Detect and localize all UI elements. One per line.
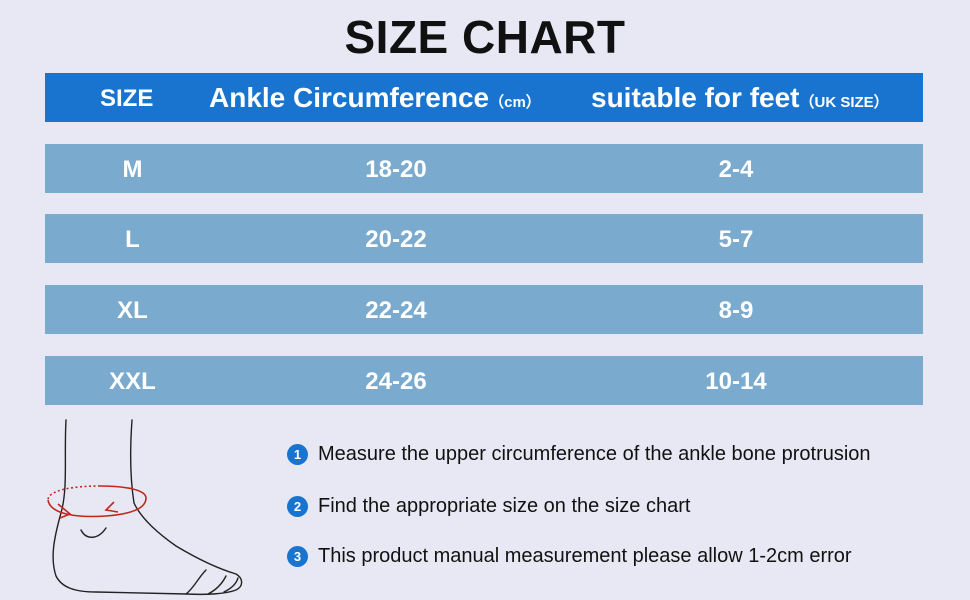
row-ankle: 18-20 bbox=[365, 156, 427, 183]
row-size: L bbox=[125, 226, 140, 253]
step-text: Measure the upper circumference of the a… bbox=[318, 443, 871, 465]
foot-ankle-bump bbox=[80, 527, 107, 538]
row-ankle: 20-22 bbox=[365, 226, 427, 253]
step-number-icon: 2 bbox=[287, 496, 308, 517]
toe-3 bbox=[223, 577, 239, 593]
row-ankle: 24-26 bbox=[365, 368, 427, 395]
header-ankle-circumference: Ankle Circumference（cm） bbox=[209, 82, 541, 114]
row-ankle: 22-24 bbox=[365, 297, 427, 324]
page-title: SIZE CHART bbox=[344, 11, 626, 63]
measure-line-back bbox=[47, 485, 101, 501]
foot-back-outline bbox=[52, 419, 243, 596]
row-feet: 8-9 bbox=[718, 297, 754, 324]
toe-1 bbox=[185, 569, 207, 595]
table-row: XXL 24-26 10-14 bbox=[45, 356, 923, 405]
header-size: SIZE bbox=[100, 85, 154, 112]
header-suitable-feet: suitable for feet（UK SIZE） bbox=[591, 82, 889, 114]
table-row: L 20-22 5-7 bbox=[45, 214, 923, 263]
header-feet-label: suitable for feet bbox=[591, 82, 800, 113]
header-ankle-label: Ankle Circumference bbox=[209, 82, 490, 113]
step-text: Find the appropriate size on the size ch… bbox=[318, 495, 691, 517]
row-size: XXL bbox=[109, 368, 156, 395]
toe-2 bbox=[207, 575, 227, 595]
foot-measurement-illustration bbox=[47, 419, 243, 596]
table-row: M 18-20 2-4 bbox=[45, 144, 923, 193]
header-ankle-unit: （cm） bbox=[489, 94, 541, 111]
row-feet: 10-14 bbox=[705, 368, 767, 395]
header-feet-unit: （UK SIZE） bbox=[799, 94, 889, 111]
measure-arrow-right bbox=[104, 501, 119, 513]
row-size: M bbox=[122, 156, 143, 183]
row-feet: 2-4 bbox=[718, 156, 754, 183]
table-header: SIZE Ankle Circumference（cm） suitable fo… bbox=[45, 73, 923, 122]
row-size: XL bbox=[117, 297, 148, 324]
table-row: XL 22-24 8-9 bbox=[45, 285, 923, 334]
measure-arrow-left bbox=[57, 503, 72, 519]
step-number-icon: 1 bbox=[287, 444, 308, 465]
step-number-icon: 3 bbox=[287, 546, 308, 567]
measure-line-front bbox=[47, 485, 147, 518]
step-text: This product manual measurement please a… bbox=[318, 545, 852, 567]
row-feet: 5-7 bbox=[718, 226, 754, 253]
